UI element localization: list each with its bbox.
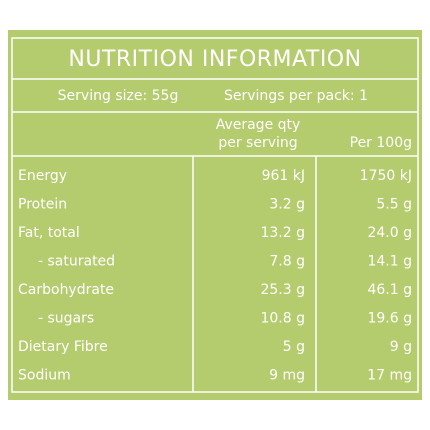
per-100g: 14.1 g: [367, 254, 412, 270]
serving-size: Serving size: 55g: [58, 88, 179, 104]
column-header: Per 100g: [350, 135, 412, 151]
panel-border: [11, 37, 419, 393]
row-label: Carbohydrate: [18, 282, 114, 298]
row-label: - saturated: [38, 254, 115, 270]
row-label: Dietary Fibre: [18, 339, 108, 355]
row-label: Sodium: [18, 368, 71, 384]
per-100g: 46.1 g: [367, 282, 412, 298]
servings-per-pack: Servings per pack: 1: [224, 88, 368, 104]
per-100g: 24.0 g: [367, 225, 412, 241]
per-100g: 1750 kJ: [360, 168, 412, 184]
row-label: Fat, total: [18, 225, 80, 241]
per-serving: 9 mg: [269, 368, 305, 384]
per-100g: 17 mg: [367, 368, 412, 384]
per-serving: 961 kJ: [262, 168, 305, 184]
title: NUTRITION INFORMATION: [68, 47, 361, 72]
per-serving: 13.2 g: [260, 225, 305, 241]
row-label: Energy: [18, 168, 67, 184]
per-serving: 5 g: [283, 339, 305, 355]
row-label: - sugars: [38, 311, 94, 327]
panel-background: [8, 30, 422, 400]
per-100g: 19.6 g: [367, 311, 412, 327]
per-serving: 3.2 g: [269, 197, 305, 213]
column-header: per serving: [218, 135, 297, 151]
per-serving: 25.3 g: [260, 282, 305, 298]
column-header: Average qty: [216, 117, 301, 133]
per-serving: 7.8 g: [269, 254, 305, 270]
per-serving: 10.8 g: [260, 311, 305, 327]
per-100g: 5.5 g: [376, 197, 412, 213]
row-label: Protein: [18, 197, 67, 213]
per-100g: 9 g: [390, 339, 412, 355]
